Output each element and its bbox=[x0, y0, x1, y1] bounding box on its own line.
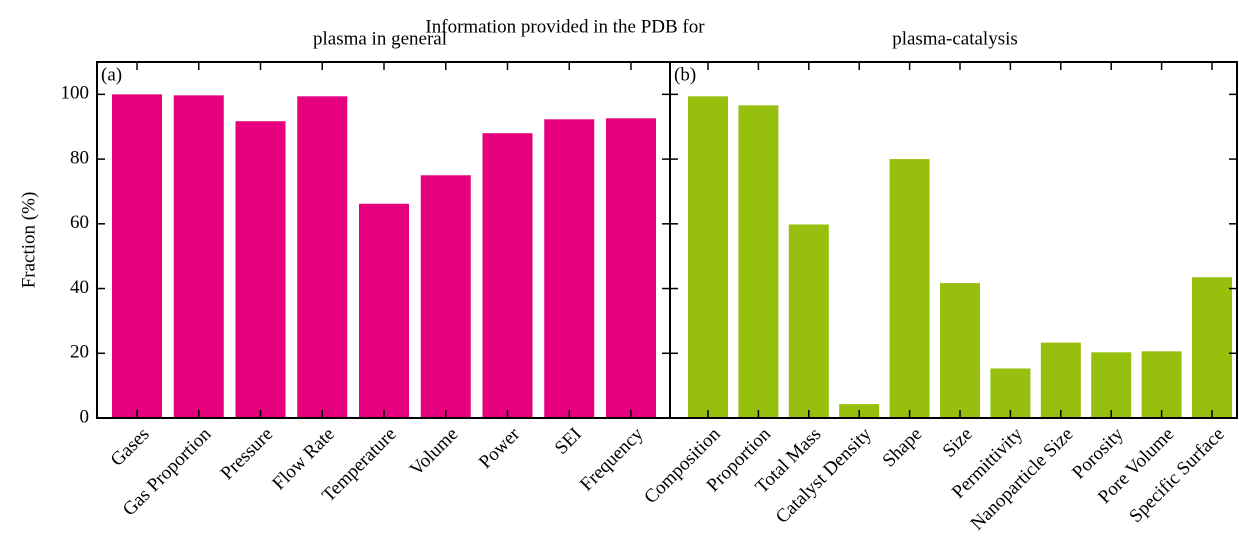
x-tick-label: Volume bbox=[406, 424, 462, 480]
x-tick-label: SEI bbox=[551, 424, 586, 459]
bar bbox=[606, 118, 656, 418]
x-tick-label: Composition bbox=[640, 423, 725, 508]
y-tick-label: 20 bbox=[70, 342, 89, 363]
y-tick-label: 100 bbox=[61, 83, 90, 104]
panel-label: (a) bbox=[101, 64, 122, 85]
bar bbox=[1192, 277, 1232, 418]
bar bbox=[359, 203, 409, 418]
bar bbox=[990, 368, 1031, 418]
x-tick-label: Frequency bbox=[576, 423, 648, 495]
bar bbox=[940, 283, 980, 418]
bar bbox=[1141, 351, 1182, 418]
x-tick-label: Size bbox=[939, 424, 977, 462]
panel-label: (b) bbox=[674, 64, 696, 85]
bar bbox=[889, 159, 930, 418]
panel-title: plasma-catalysis bbox=[892, 28, 1018, 49]
figure-title: Information provided in the PDB for bbox=[425, 16, 705, 37]
y-axis-label: Fraction (%) bbox=[18, 192, 39, 289]
bar bbox=[173, 95, 224, 419]
x-tick-label: Gases bbox=[107, 424, 154, 471]
bar bbox=[738, 105, 779, 418]
x-tick-label: Power bbox=[475, 423, 525, 473]
plot-frame bbox=[669, 61, 1238, 419]
bar bbox=[544, 119, 595, 419]
bar bbox=[235, 121, 286, 418]
bar bbox=[297, 96, 348, 419]
y-tick-label: 40 bbox=[70, 277, 89, 298]
y-tick-label: 80 bbox=[70, 147, 89, 168]
y-tick-label: 0 bbox=[80, 406, 90, 427]
bar bbox=[788, 224, 829, 418]
panel-title: plasma in general bbox=[313, 28, 447, 49]
bar bbox=[688, 96, 728, 419]
y-tick-label: 60 bbox=[70, 212, 89, 233]
bar bbox=[482, 133, 533, 418]
x-tick-label: Pressure bbox=[217, 424, 277, 484]
bar bbox=[1040, 342, 1081, 418]
bar bbox=[420, 175, 471, 418]
x-tick-label: Shape bbox=[879, 424, 927, 472]
bar bbox=[112, 94, 162, 418]
bar bbox=[1091, 352, 1132, 418]
